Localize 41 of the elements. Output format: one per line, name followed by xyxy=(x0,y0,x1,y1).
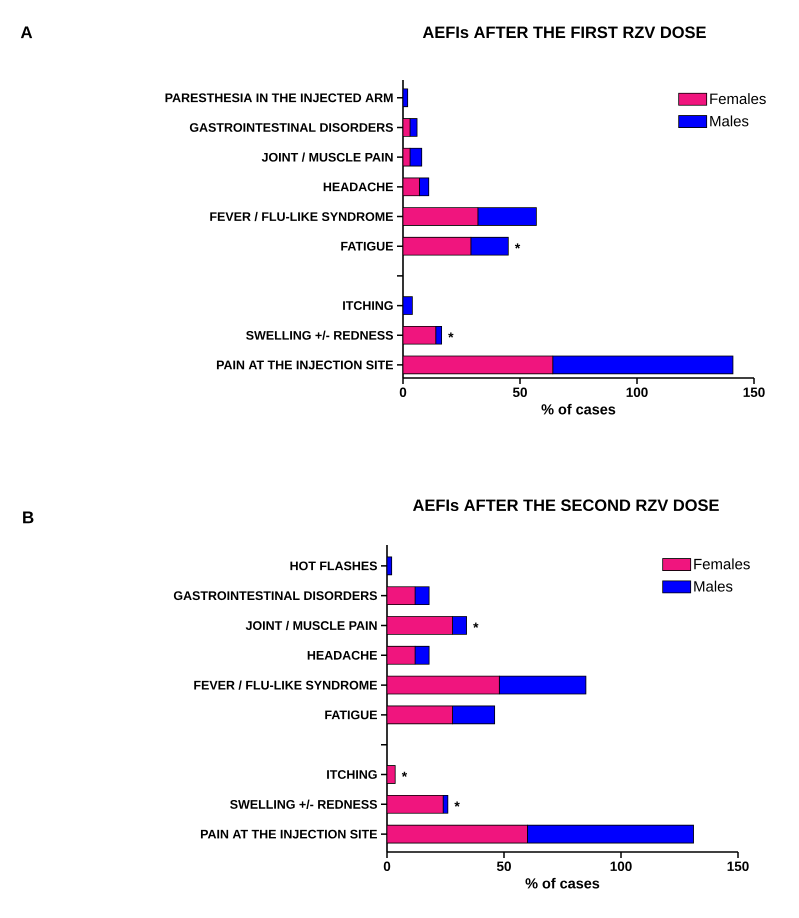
y-tick-label: PAIN AT THE INJECTION SITE xyxy=(216,360,393,370)
y-tick-label: HEADACHE xyxy=(324,182,393,192)
x-axis-title: % of cases xyxy=(526,878,600,888)
y-tick-label: JOINT / MUSCLE PAIN xyxy=(262,152,393,162)
text: A xyxy=(20,26,32,38)
y-tick-label: JOINT / MUSCLE PAIN xyxy=(246,620,377,630)
y-tick-label: FATIGUE xyxy=(325,710,377,720)
x-tick-label: 150 xyxy=(728,862,749,872)
legend-label: Males xyxy=(710,115,748,126)
y-tick-label: ITCHING xyxy=(343,301,393,310)
annotation: * xyxy=(448,332,454,338)
text: B xyxy=(23,512,34,524)
y-tick-label: SWELLING +/- REDNESS xyxy=(230,800,377,809)
x-tick-label: 0 xyxy=(400,388,406,398)
y-tick-label: FEVER / FLU-LIKE SYNDROME xyxy=(194,680,377,690)
annotation: * xyxy=(402,772,408,777)
y-tick-label: GASTROINTESTINAL DISORDERS xyxy=(190,123,393,132)
x-tick-label: 150 xyxy=(744,388,765,398)
x-tick-label: 0 xyxy=(384,862,390,872)
y-tick-label: GASTROINTESTINAL DISORDERS xyxy=(174,591,377,600)
y-tick-label: FEVER / FLU-LIKE SYNDROME xyxy=(210,212,393,222)
x-tick-label: 100 xyxy=(626,388,648,398)
y-tick-label: FATIGUE xyxy=(341,242,393,251)
chart-title: AEFIs AFTER THE SECOND RZV DOSE xyxy=(412,499,719,512)
legend-label: Females xyxy=(694,558,750,570)
y-tick-label: SWELLING +/- REDNESS xyxy=(246,330,393,340)
y-tick-label: HEADACHE xyxy=(308,650,377,660)
x-tick-label: 50 xyxy=(496,862,511,872)
x-tick-label: 50 xyxy=(512,388,527,398)
legend-label: Females xyxy=(710,93,766,104)
x-tick-label: 100 xyxy=(610,862,632,872)
y-tick-label: PAIN AT THE INJECTION SITE xyxy=(200,830,377,839)
chart-title: AEFIs AFTER THE FIRST RZV DOSE xyxy=(422,26,706,38)
y-tick-label: HOT FLASHES xyxy=(290,561,377,570)
legend-label: Males xyxy=(694,580,732,592)
y-tick-label: PARESTHESIA IN THE INJECTED ARM xyxy=(166,93,393,102)
annotation: * xyxy=(514,243,520,249)
y-tick-label: ITCHING xyxy=(327,770,377,779)
annotation: * xyxy=(454,802,460,807)
annotation: * xyxy=(473,622,479,628)
x-axis-title: % of cases xyxy=(542,404,616,414)
